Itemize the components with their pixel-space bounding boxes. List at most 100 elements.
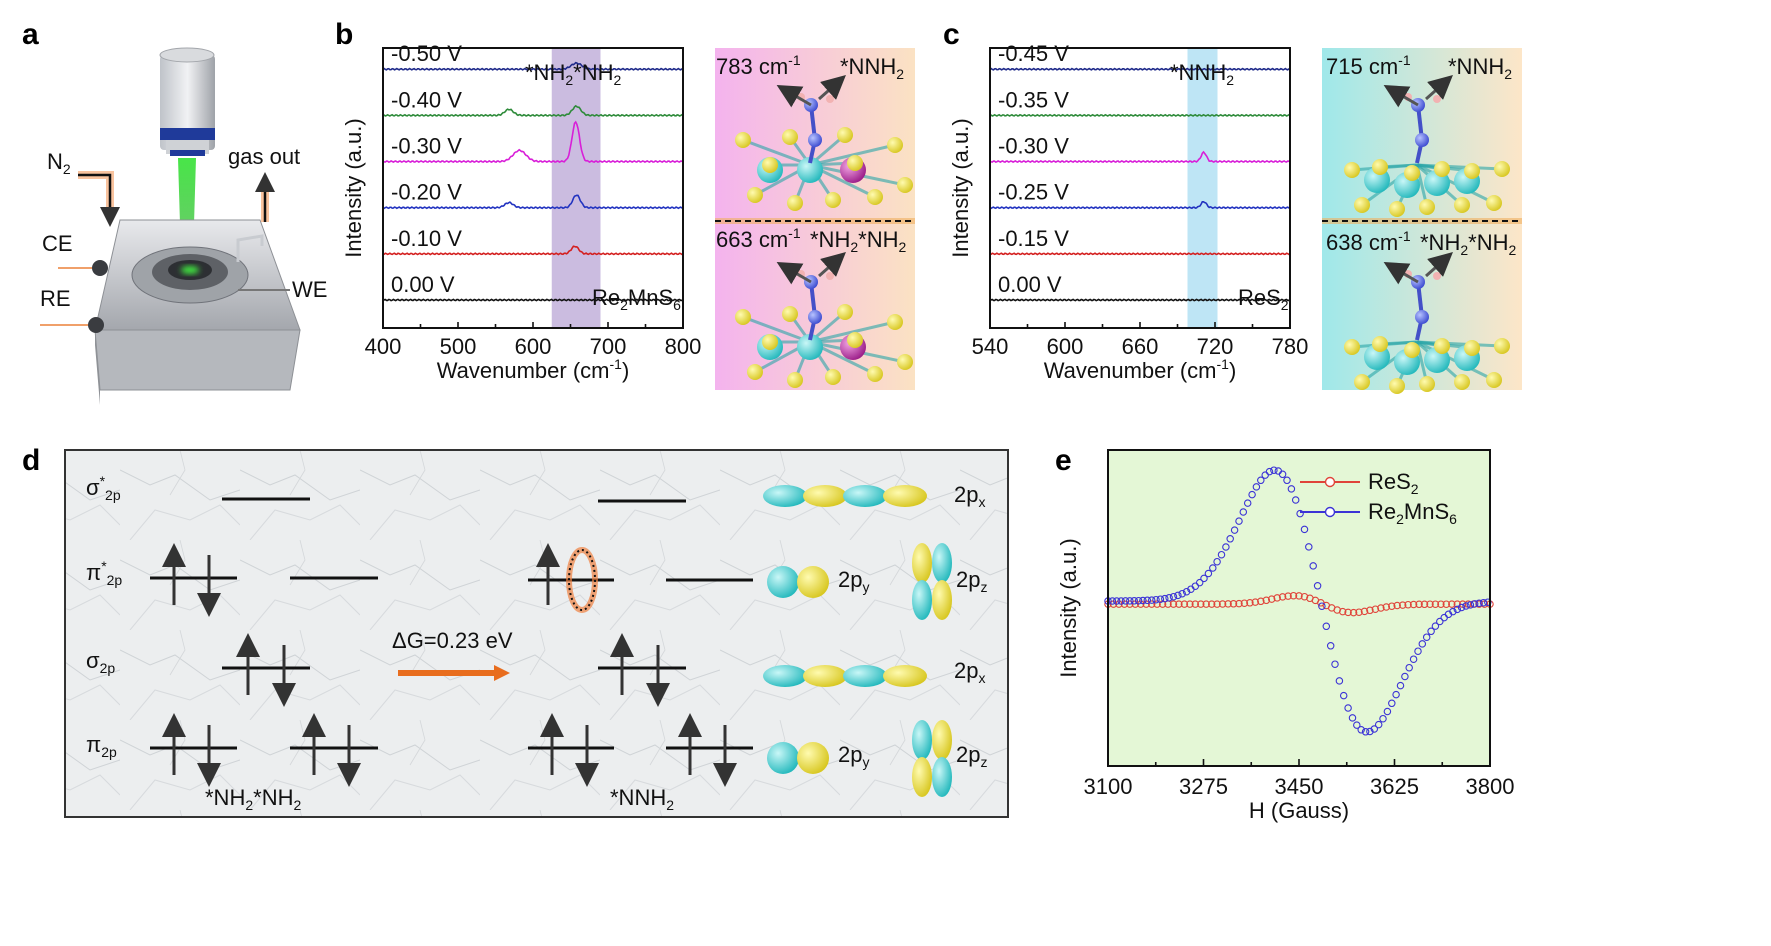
label-ce: CE <box>42 231 73 256</box>
data-point-re2mns6 <box>1462 602 1470 610</box>
data-point-re2mns6 <box>1239 508 1248 516</box>
sulfur-atom <box>1454 197 1470 213</box>
data-point-res2 <box>1197 600 1205 608</box>
raman-plot-b: -0.50 V -0.40 V -0.30 V -0.20 V -0.10 V 0.00 … <box>341 41 701 383</box>
peak-label-c: *NNH2 <box>1170 60 1234 88</box>
left-diagram-label: *NH2*NH2 <box>205 785 301 813</box>
nitrogen-atom <box>808 310 822 324</box>
sulfur-atom <box>1419 199 1435 215</box>
sulfur-atom <box>1404 342 1420 358</box>
data-point-re2mns6 <box>1388 699 1396 708</box>
data-point-res2 <box>1278 593 1287 601</box>
highlight-band <box>1187 49 1218 327</box>
x-tick-label: 600 <box>515 334 552 359</box>
metal-sulfur-bond <box>742 315 811 344</box>
vibration-vector <box>1425 75 1453 101</box>
label-gas-out: gas out <box>228 144 300 169</box>
panel-a: a N2 gas out <box>22 18 327 405</box>
sulfur-atom <box>1419 376 1435 392</box>
data-point-re2mns6 <box>1112 597 1121 605</box>
inset-c-bottom-species: *NH2*NH2 <box>1420 230 1516 258</box>
data-point-re2mns6 <box>1209 564 1217 572</box>
electrochemical-cell <box>88 219 301 405</box>
data-point-re2mns6 <box>1353 721 1361 729</box>
data-point-re2mns6 <box>1169 592 1178 601</box>
sulfur-atom <box>782 306 798 322</box>
sulfur-atom <box>782 129 798 145</box>
metal-sulfur-bond <box>1416 340 1503 348</box>
data-point-re2mns6 <box>1257 476 1265 485</box>
data-point-res2 <box>1186 600 1194 608</box>
data-point-res2 <box>1393 601 1401 610</box>
inset-c-top-wavenumber: 715 cm-1 <box>1326 52 1411 79</box>
peak-label-b: *NH2*NH2 <box>525 60 621 88</box>
data-point-re2mns6 <box>1161 594 1169 603</box>
series-label: -0.20 V <box>391 180 462 205</box>
data-point-re2mns6 <box>1248 490 1256 499</box>
data-point-res2 <box>1289 591 1298 600</box>
panel-letter-d: d <box>22 444 40 477</box>
metal-sulfur-bond <box>809 320 896 344</box>
data-point-re2mns6 <box>1305 543 1313 551</box>
level-pi-star: π*2p <box>86 558 122 588</box>
data-point-re2mns6 <box>1287 485 1296 493</box>
plot-background <box>1108 450 1490 766</box>
data-point-re2mns6 <box>1165 594 1173 602</box>
orbital-pz-top <box>912 543 952 620</box>
panel-letter-b: b <box>335 18 353 51</box>
data-point-re2mns6 <box>1414 647 1422 655</box>
data-point-res2 <box>1366 606 1374 615</box>
vibration-vector <box>776 261 812 285</box>
sulfur-atom <box>1389 201 1405 217</box>
data-point-re2mns6 <box>1156 595 1165 603</box>
data-point-res2 <box>1207 600 1216 608</box>
data-point-re2mns6 <box>1335 677 1344 685</box>
data-point-re2mns6 <box>1217 550 1226 559</box>
series-line-0.00V <box>989 298 1291 302</box>
data-point-re2mns6 <box>1222 543 1230 551</box>
inset-b-bottom-structure <box>735 252 913 388</box>
data-point-res2 <box>1267 595 1276 603</box>
series-label: -0.50 V <box>391 41 462 66</box>
x-tick-label: 3100 <box>1084 774 1133 799</box>
hydrogen-atom <box>826 95 834 103</box>
series-line--0.35V <box>989 113 1291 117</box>
sample-label-b: Re2MnS6 <box>592 285 681 313</box>
data-point-re2mns6 <box>1431 622 1440 630</box>
sulfur-atom <box>1372 159 1388 175</box>
data-point-re2mns6 <box>1383 707 1392 716</box>
data-point-re2mns6 <box>1374 720 1383 729</box>
data-point-re2mns6 <box>1331 660 1339 668</box>
data-point-re2mns6 <box>1182 587 1191 596</box>
data-point-re2mns6 <box>1191 582 1200 590</box>
data-point-re2mns6 <box>1409 655 1418 663</box>
nitrogen-atom <box>1415 310 1429 324</box>
data-point-res2 <box>1180 600 1189 608</box>
orbital-px-bottom <box>763 665 927 687</box>
x-tick-label: 3800 <box>1466 774 1515 799</box>
sulfur-atom <box>1372 336 1388 352</box>
series-line-0.00V <box>382 298 684 302</box>
data-point-re2mns6 <box>1357 726 1365 734</box>
sulfur-atom <box>1454 374 1470 390</box>
data-point-res2 <box>1284 592 1292 600</box>
data-point-res2 <box>1344 608 1352 617</box>
data-point-res2 <box>1338 607 1347 616</box>
inset-c-top-species: *NNH2 <box>1448 54 1512 82</box>
data-point-re2mns6 <box>1200 574 1208 583</box>
data-point-re2mns6 <box>1422 633 1431 641</box>
sulfur-atom <box>1494 161 1510 177</box>
series-label: 0.00 V <box>998 272 1062 297</box>
legend-marker <box>1324 476 1336 488</box>
sulfur-atom <box>887 314 903 330</box>
panel-e: e 3100 3275 3450 3625 3800 H (Gauss) Intensity… <box>1055 444 1514 823</box>
data-point-re2mns6 <box>1313 582 1322 590</box>
data-point-re2mns6 <box>1195 578 1204 587</box>
x-tick-label: 500 <box>440 334 477 359</box>
sulfur-atom <box>897 354 913 370</box>
sulfur-atom <box>735 132 751 148</box>
label-we: WE <box>292 277 327 302</box>
inset-b-top-species: *NNH2 <box>840 54 904 82</box>
legend-label: Re2MnS6 <box>1368 499 1457 527</box>
sulfur-atom <box>747 187 763 203</box>
